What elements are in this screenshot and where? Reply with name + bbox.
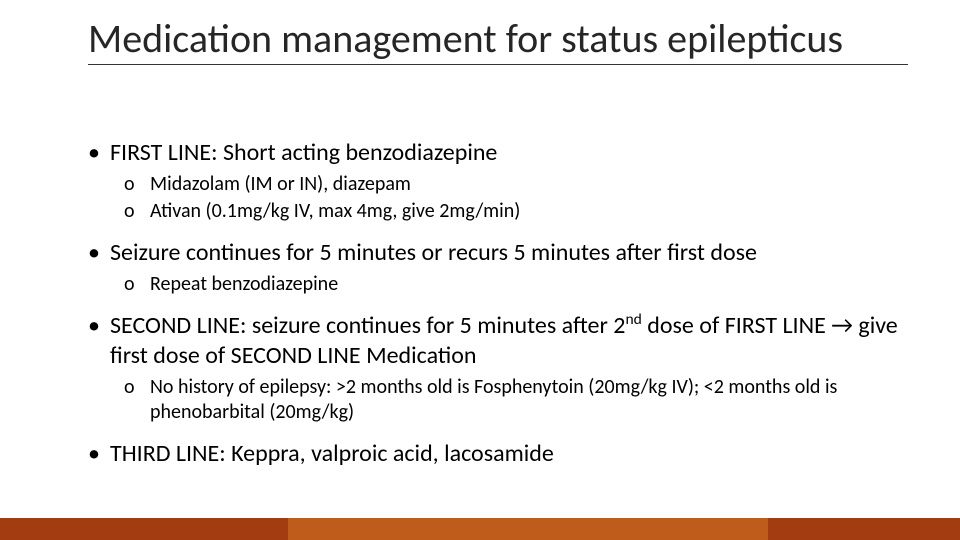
bullet-glyph: • [88,311,110,341]
subbullet: oAtivan (0.1mg/kg IV, max 4mg, give 2mg/… [88,199,908,224]
subbullet-glyph: o [124,272,150,297]
slide: Medication management for status epilept… [0,0,960,540]
subbullet: oRepeat benzodiazepine [88,272,908,297]
bullet-glyph: • [88,238,110,268]
text: No history of epilepsy: >2 months old is… [150,375,837,424]
bullet-second-line: •SECOND LINE: seizure continues for 5 mi… [88,311,908,371]
text: Ativan (0.1mg/kg IV, max 4mg, give 2mg/m… [150,199,520,223]
footer-seg-1 [0,518,288,540]
subbullet: oMidazolam (IM or IN), diazepam [88,172,908,197]
subbullet-glyph: o [124,375,150,400]
bullet-third-line: •THIRD LINE: Keppra, valproic acid, laco… [88,439,908,469]
subbullet: oNo history of epilepsy: >2 months old i… [88,375,908,425]
bullet-glyph: • [88,138,110,168]
subbullet-glyph: o [124,199,150,224]
page-title: Medication management for status epilept… [88,18,908,65]
text: FIRST LINE: Short acting benzodiazepine [110,138,497,167]
section-second-line: •SECOND LINE: seizure continues for 5 mi… [88,311,908,425]
text: THIRD LINE: Keppra, valproic acid, lacos… [110,439,554,468]
section-first-line: •FIRST LINE: Short acting benzodiazepine… [88,138,908,224]
bullet-seizure-continues: •Seizure continues for 5 minutes or recu… [88,238,908,268]
text: Seizure continues for 5 minutes or recur… [110,238,757,267]
bullet-first-line: •FIRST LINE: Short acting benzodiazepine [88,138,908,168]
content-body: •FIRST LINE: Short acting benzodiazepine… [88,138,908,483]
text: Midazolam (IM or IN), diazepam [150,172,411,196]
text: Repeat benzodiazepine [150,272,338,296]
footer-bar [0,518,960,540]
section-seizure-continues: •Seizure continues for 5 minutes or recu… [88,238,908,297]
footer-seg-3 [768,518,960,540]
section-third-line: •THIRD LINE: Keppra, valproic acid, laco… [88,439,908,469]
text: SECOND LINE: seizure continues for 5 min… [110,311,898,370]
footer-seg-2 [288,518,768,540]
bullet-glyph: • [88,439,110,469]
subbullet-glyph: o [124,172,150,197]
